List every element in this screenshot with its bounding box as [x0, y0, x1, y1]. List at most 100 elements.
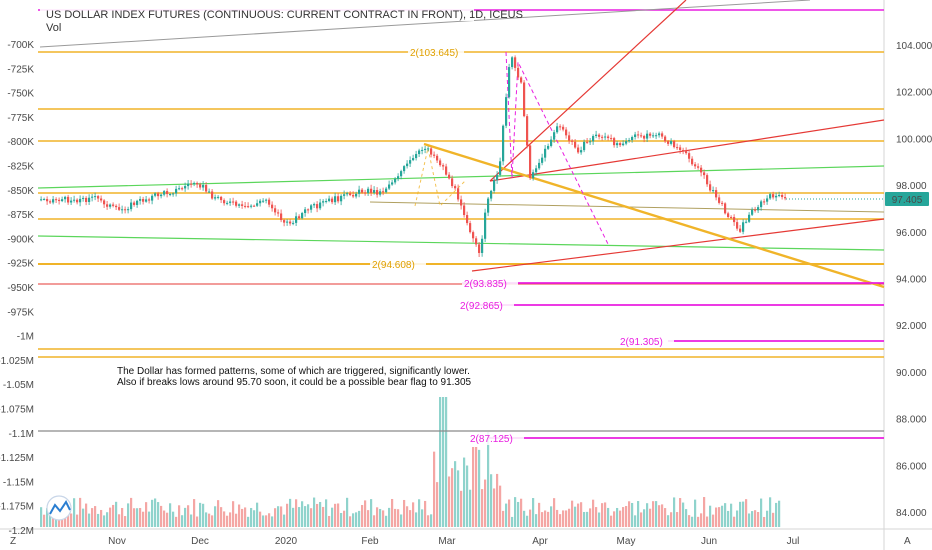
candle — [196, 182, 199, 185]
volume-bar — [505, 503, 508, 527]
volume-bar — [574, 506, 577, 527]
volume-bar — [442, 397, 445, 527]
candle — [250, 205, 253, 207]
volume-bar — [271, 516, 274, 527]
volume-bar — [382, 510, 385, 527]
candle — [232, 201, 235, 203]
candle — [670, 140, 673, 144]
candle — [193, 182, 196, 184]
candle — [589, 141, 592, 143]
volume-bar — [205, 512, 208, 527]
candle — [439, 160, 442, 166]
candle — [598, 134, 601, 137]
candle — [445, 166, 448, 175]
volume-bar — [535, 514, 538, 527]
candle — [157, 193, 160, 197]
candle — [109, 204, 112, 207]
volume-bar — [706, 516, 709, 527]
x-axis-tick: Nov — [108, 536, 126, 547]
left-axis-tick: -775K — [7, 113, 34, 124]
auto-scale-button[interactable]: A — [904, 536, 911, 547]
candle — [208, 191, 211, 193]
candle — [508, 67, 511, 98]
volume-bar — [553, 498, 556, 527]
candle — [217, 196, 220, 198]
volume-bar — [151, 499, 154, 527]
volume-bar — [559, 514, 562, 527]
candle — [421, 149, 424, 151]
left-axis-tick: -950K — [7, 283, 34, 294]
volume-bar — [115, 501, 118, 527]
candle — [736, 222, 739, 229]
candle — [460, 199, 463, 206]
volume-bar — [175, 516, 178, 527]
candle — [451, 178, 454, 187]
candle — [733, 217, 736, 223]
volume-bar — [562, 510, 565, 527]
volume-bar — [316, 503, 319, 527]
candle — [205, 185, 208, 192]
candle — [562, 126, 565, 130]
volume-bar — [601, 503, 604, 527]
candle — [565, 129, 568, 136]
volume-bar — [355, 512, 358, 527]
candle — [241, 204, 244, 206]
level-label-bg — [370, 258, 426, 271]
volume-bar — [517, 501, 520, 527]
candle — [481, 238, 484, 253]
plot-area — [38, 6, 884, 527]
left-axis-tick: -1.1M — [8, 429, 34, 440]
level-label: 2(91.305) — [620, 337, 663, 348]
volume-bar — [220, 507, 223, 527]
volume-bar — [76, 514, 79, 527]
candle — [361, 189, 364, 193]
candle — [511, 57, 514, 68]
candle — [334, 196, 337, 203]
candle — [427, 148, 430, 150]
candle — [682, 149, 685, 152]
volume-bar — [568, 508, 571, 527]
candle — [403, 166, 406, 172]
candle — [127, 209, 130, 211]
volume-bar — [736, 510, 739, 527]
volume-bar — [235, 513, 238, 527]
volume-bar — [232, 501, 235, 527]
candle — [628, 140, 631, 142]
current-price-tag — [885, 192, 929, 206]
candle — [673, 140, 676, 148]
volume-bar — [469, 489, 472, 527]
left-axis-tick: -700K — [7, 40, 34, 51]
volume-bar — [610, 515, 613, 527]
candle — [763, 201, 766, 203]
volume-bar — [109, 507, 112, 527]
x-axis-tick: Mar — [438, 536, 456, 547]
candle — [97, 196, 100, 199]
volume-bar — [397, 509, 400, 527]
candle — [211, 191, 214, 199]
candle — [337, 196, 340, 202]
red-trend-upper — [489, 119, 885, 182]
volume-bar — [703, 497, 706, 527]
volume-bar — [343, 510, 346, 527]
candle — [664, 136, 667, 142]
candle — [394, 178, 397, 183]
candle — [373, 190, 376, 193]
volume-bar — [184, 507, 187, 527]
volume-bar — [49, 515, 52, 527]
volume-bar — [286, 503, 289, 527]
volume-bar — [136, 508, 139, 527]
candle — [721, 202, 724, 204]
volume-bar — [520, 498, 523, 527]
volume-bar — [547, 511, 550, 527]
candle — [745, 221, 748, 223]
candle — [235, 201, 238, 206]
candle — [118, 207, 121, 210]
candle — [595, 134, 598, 137]
candle — [124, 209, 127, 211]
candle — [91, 196, 94, 198]
volume-bar — [754, 510, 757, 527]
candle — [46, 199, 49, 202]
volume-bar — [94, 506, 97, 527]
volume-bar — [421, 509, 424, 527]
volume-bar — [463, 457, 466, 527]
